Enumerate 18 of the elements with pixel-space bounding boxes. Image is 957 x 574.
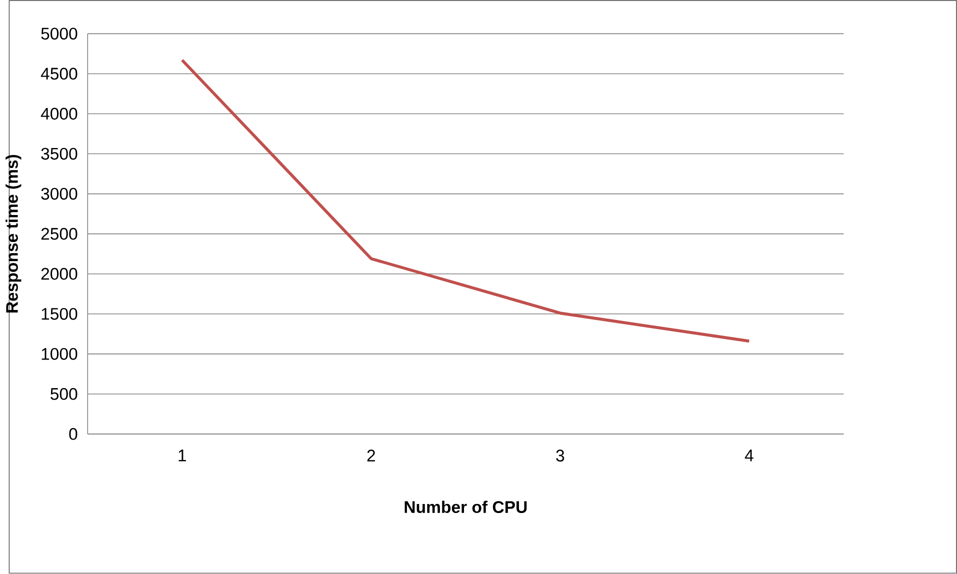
x-tick-label: 3 [556,450,564,462]
x-tick-label: 2 [367,450,375,462]
y-tick-label: 5000 [41,28,78,40]
y-tick-label: 0 [69,428,78,440]
y-tick-label: 3500 [41,148,78,160]
y-tick-label: 2500 [41,228,78,240]
x-axis-title: Number of CPU [404,500,527,514]
x-tick-label: 4 [744,450,754,462]
y-tick-label: 4000 [40,108,78,120]
x-tick-label: 1 [178,450,186,462]
line-series [180,58,751,343]
y-tick-label: 2000 [41,268,78,280]
y-tick-label: 3000 [41,188,78,200]
y-tick-label: 4500 [40,68,78,80]
y-tick-label: 1000 [42,348,78,360]
y-tick-label: 1500 [42,308,78,320]
y-tick-label: 500 [50,388,78,400]
y-axis-title: Response time (ms) [6,155,22,313]
